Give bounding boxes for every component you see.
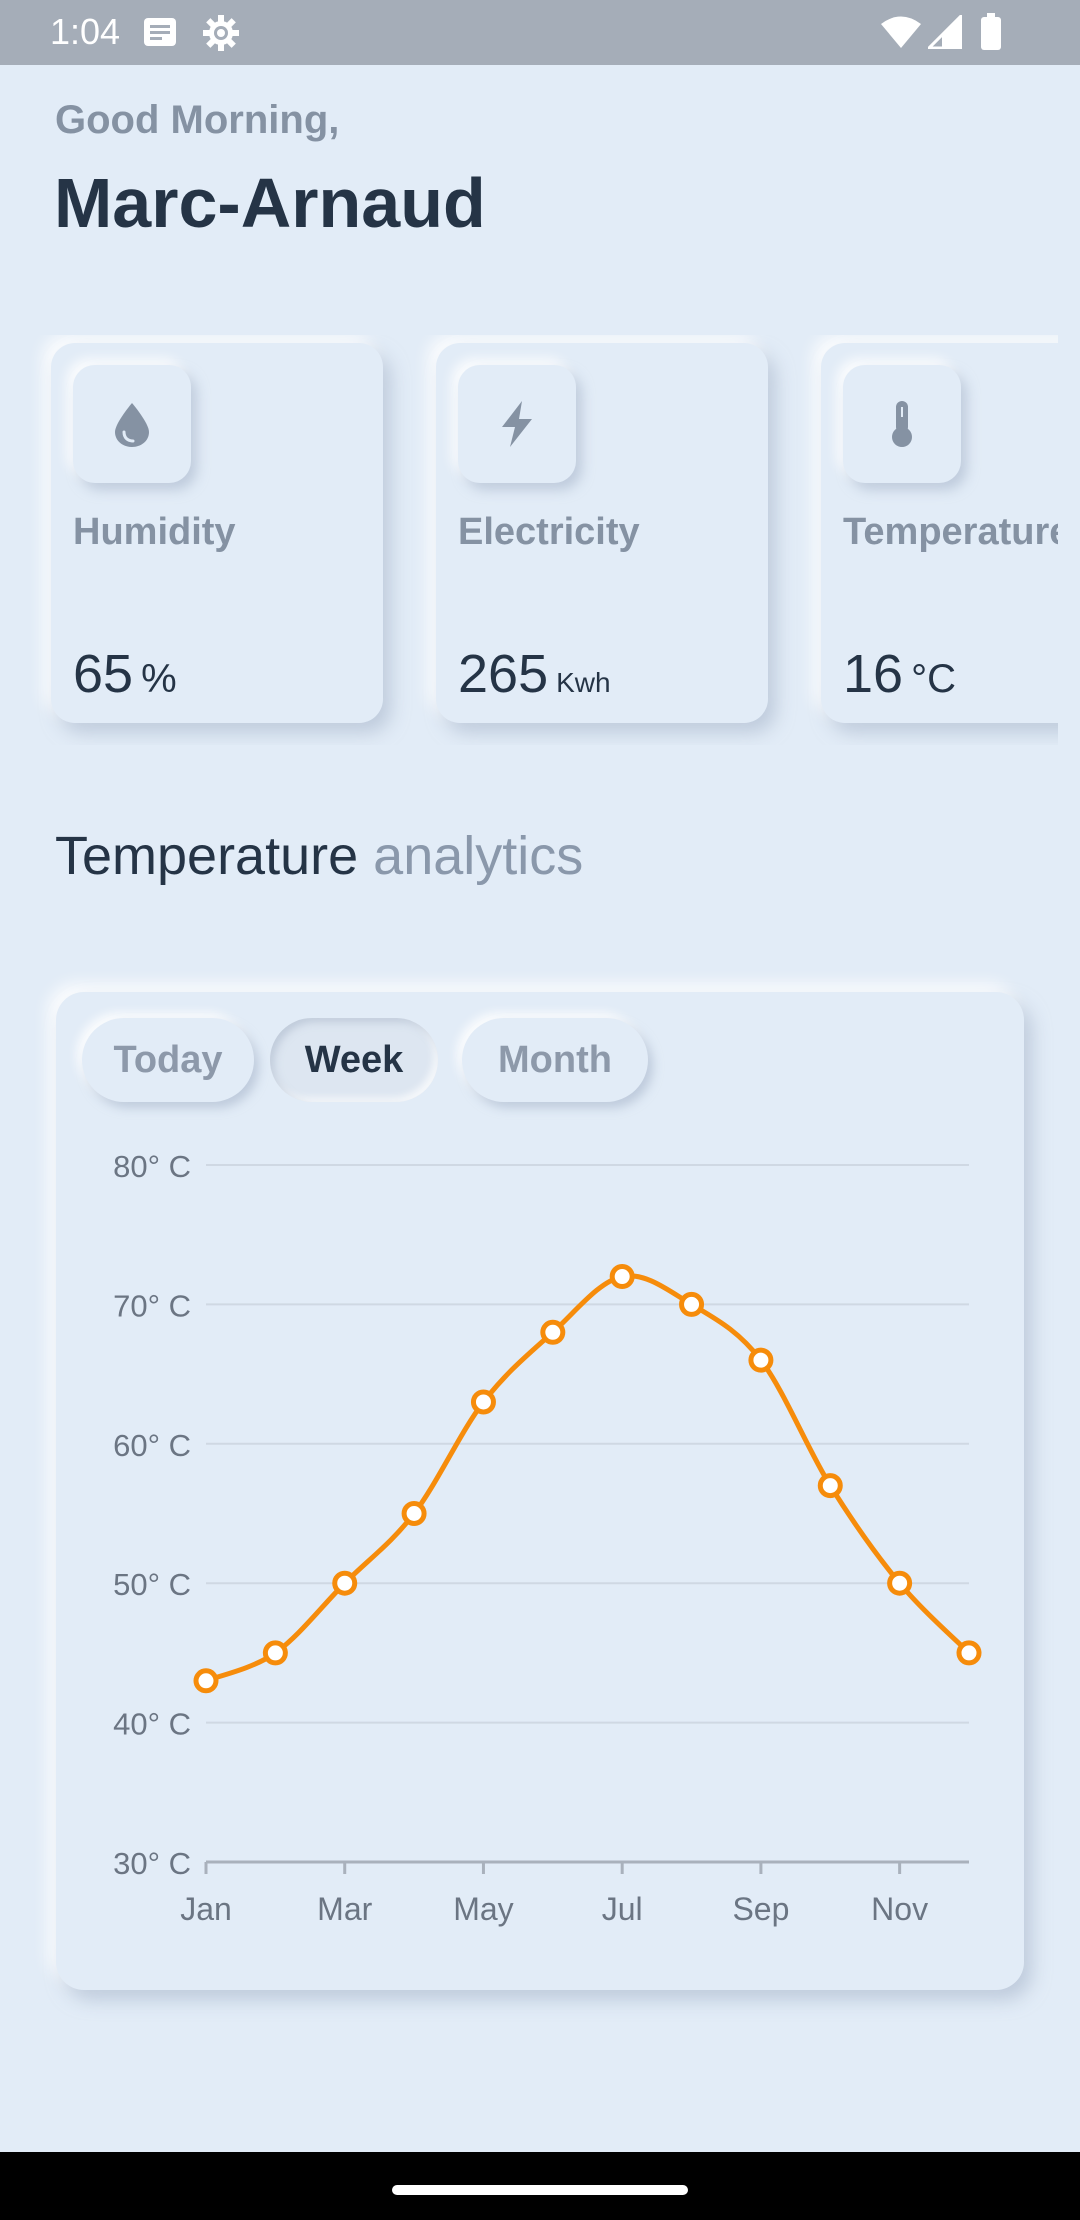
y-tick-label: 40° C: [113, 1707, 191, 1742]
temperature-label: Temperature: [843, 511, 1058, 553]
y-tick-label: 60° C: [113, 1428, 191, 1463]
humidity-label: Humidity: [73, 511, 236, 553]
y-axis-labels: 30° C 40° C 50° C 60° C 70° C 80° C: [113, 1149, 191, 1881]
gear-icon: [202, 14, 240, 57]
notes-icon: [143, 17, 177, 52]
tab-today[interactable]: Today: [82, 1018, 254, 1102]
temperature-line-chart: 30° C 40° C 50° C 60° C 70° C 80° C Jan Mar May…: [113, 1149, 982, 1927]
data-point: [470, 1389, 496, 1415]
user-name: Marc-Arnaud: [54, 164, 486, 242]
status-bar: 1:04: [0, 0, 1080, 65]
temperature-series-line: [205, 1273, 971, 1684]
x-tick-label: May: [453, 1891, 513, 1927]
data-point: [609, 1264, 635, 1290]
lightning-icon: [502, 401, 532, 447]
x-tick-label: Mar: [317, 1891, 372, 1927]
data-point: [540, 1319, 566, 1345]
status-time: 1:04: [50, 11, 121, 52]
stats-cards-row[interactable]: Humidity 65% Electricity 265 Kwh Temperat…: [0, 335, 1058, 745]
temperature-chart-card: Today Week Month 30° C 40° C 50° C 60° C 70°…: [56, 992, 1024, 1990]
signal-icon: [925, 12, 963, 54]
thermometer-icon: [892, 401, 912, 447]
chart-grid: [206, 1164, 969, 1724]
humidity-value: 65%: [73, 643, 177, 705]
temperature-icon-box: [843, 365, 961, 483]
humidity-number: 65: [73, 644, 134, 704]
y-tick-label: 70° C: [113, 1288, 191, 1323]
data-point: [748, 1347, 774, 1373]
electricity-icon-box: [458, 365, 576, 483]
electricity-label: Electricity: [458, 511, 640, 553]
tab-month[interactable]: Month: [462, 1018, 648, 1102]
temperature-card[interactable]: Temperature 16 °C: [821, 343, 1058, 723]
temperature-number: 16: [843, 644, 904, 704]
section-title-muted: analytics: [373, 826, 584, 886]
electricity-card[interactable]: Electricity 265 Kwh: [436, 343, 768, 723]
y-tick-label: 30° C: [113, 1846, 191, 1881]
data-point: [193, 1668, 219, 1694]
navigation-bar: [0, 2152, 1080, 2220]
data-point: [262, 1640, 288, 1666]
data-point: [332, 1570, 358, 1596]
electricity-value: 265 Kwh: [458, 643, 611, 705]
x-tick-label: Nov: [871, 1891, 928, 1927]
section-title-main: Temperature: [55, 826, 359, 886]
humidity-unit: %: [141, 657, 177, 701]
temperature-unit: °C: [911, 657, 956, 701]
data-point: [679, 1291, 705, 1317]
y-tick-label: 80° C: [113, 1149, 191, 1184]
series-line: [205, 1273, 971, 1684]
data-point: [401, 1501, 427, 1526]
section-title: Temperature analytics: [55, 825, 583, 887]
battery-icon: [980, 13, 1002, 56]
data-point: [956, 1640, 982, 1666]
temperature-value: 16 °C: [843, 643, 956, 705]
wifi-icon: [880, 15, 922, 54]
x-tick-label: Jan: [180, 1891, 232, 1927]
greeting-text: Good Morning,: [55, 98, 340, 142]
electricity-unit: Kwh: [556, 667, 611, 698]
x-tick-label: Jul: [602, 1891, 643, 1927]
x-tick-label: Sep: [732, 1891, 789, 1927]
series-points: [193, 1264, 982, 1694]
x-axis: Jan Mar May Jul Sep Nov: [180, 1860, 969, 1927]
humidity-icon-box: [73, 365, 191, 483]
humidity-card[interactable]: Humidity 65%: [51, 343, 383, 723]
data-point: [817, 1473, 843, 1499]
y-tick-label: 50° C: [113, 1567, 191, 1602]
electricity-number: 265: [458, 644, 549, 704]
tab-week[interactable]: Week: [270, 1018, 438, 1102]
droplet-icon: [115, 403, 149, 447]
home-gesture-pill[interactable]: [392, 2185, 688, 2195]
data-point: [887, 1570, 913, 1596]
